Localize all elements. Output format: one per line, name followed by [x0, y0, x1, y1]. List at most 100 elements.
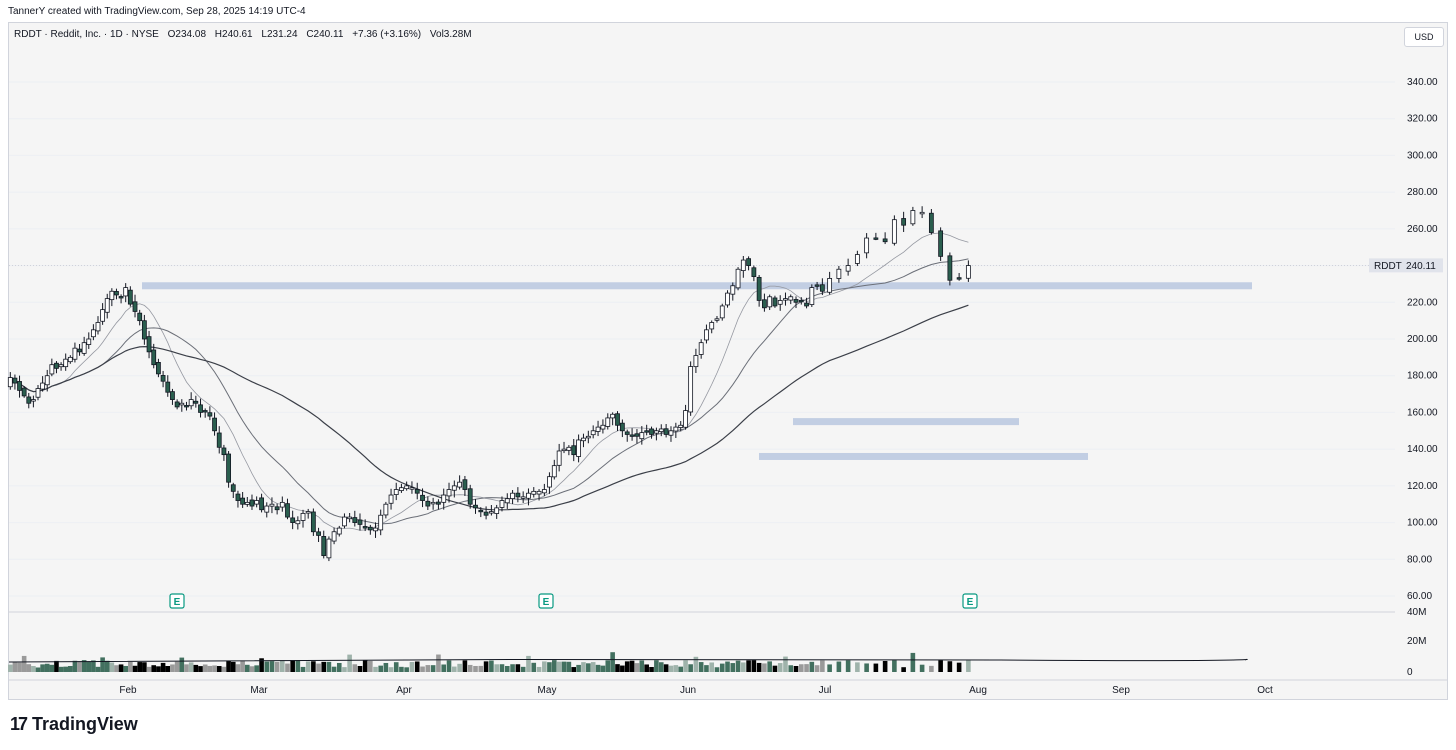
- candle-body: [827, 278, 833, 293]
- volume-bar: [882, 660, 888, 672]
- chart-area[interactable]: [8, 22, 1448, 700]
- candle-body: [735, 268, 741, 289]
- volume-bar: [654, 660, 659, 672]
- y-tick-label: 120.00: [1407, 481, 1438, 492]
- candle-body: [86, 338, 92, 345]
- candle-body: [7, 377, 13, 388]
- legend-low: L231.24: [261, 29, 298, 40]
- candle-body: [67, 356, 73, 363]
- candle-body: [274, 506, 280, 511]
- volume-bar: [409, 662, 415, 672]
- volume-bar: [26, 664, 32, 672]
- currency-button[interactable]: USD: [1404, 27, 1444, 47]
- candle-body: [783, 298, 788, 301]
- volume-bar: [483, 661, 489, 672]
- candle-body: [547, 476, 552, 488]
- x-tick-label: Jun: [680, 685, 696, 696]
- candle-body: [347, 516, 353, 520]
- volume-bar: [629, 660, 635, 672]
- volume-bar: [393, 662, 399, 672]
- candle-body: [259, 497, 264, 511]
- candle-body: [615, 413, 620, 426]
- x-tick-label: Feb: [119, 685, 137, 696]
- y-tick-label: 320.00: [1407, 114, 1438, 125]
- candle-body: [409, 487, 415, 490]
- candle-body: [207, 412, 213, 417]
- volume-bar: [269, 661, 275, 672]
- volume-bar: [274, 661, 280, 672]
- candle-body: [295, 520, 301, 525]
- volume-bar: [756, 662, 762, 672]
- x-tick-label: Jul: [819, 685, 832, 696]
- volume-bar: [58, 666, 64, 672]
- volume-bar: [751, 660, 757, 672]
- volume-bar: [326, 661, 332, 672]
- volume-bar: [704, 665, 709, 672]
- volume-bar: [404, 667, 409, 672]
- volume-bar: [494, 664, 499, 672]
- candle-body: [212, 417, 217, 432]
- volume-bar: [845, 660, 851, 672]
- candle-body: [393, 489, 399, 495]
- candle-body: [725, 292, 730, 306]
- earnings-icon: [169, 593, 185, 609]
- candle-body: [40, 382, 46, 390]
- candle-body: [58, 364, 64, 368]
- candle-body: [174, 401, 180, 408]
- volume-bar: [793, 666, 799, 672]
- candle-body: [141, 320, 147, 340]
- volume-bar: [556, 661, 562, 672]
- volume-bar: [221, 666, 227, 672]
- volume-bar: [624, 661, 630, 672]
- candle-body: [300, 512, 306, 521]
- candle-body: [938, 230, 944, 257]
- volume-bar: [216, 666, 222, 672]
- volume-bar: [100, 657, 105, 672]
- candle-body: [510, 492, 515, 500]
- volume-bar: [688, 664, 693, 672]
- volume-bar: [72, 660, 78, 672]
- volume-bar: [600, 665, 606, 672]
- volume-bar: [576, 664, 581, 672]
- candle-body: [658, 428, 664, 433]
- candle-body: [947, 255, 953, 281]
- tradingview-logo[interactable]: 17 TradingView: [10, 714, 138, 735]
- candle-body: [269, 503, 275, 507]
- volume-bar: [467, 664, 473, 672]
- candle-body: [836, 268, 842, 279]
- candle-body: [590, 430, 596, 436]
- volume-bar: [605, 660, 611, 672]
- candle-body: [404, 485, 410, 490]
- candle-body: [719, 305, 725, 319]
- candle-body: [388, 494, 394, 504]
- candle-body: [683, 410, 688, 428]
- volume-bar: [399, 666, 404, 672]
- volume-bar: [586, 663, 591, 672]
- candle-body: [137, 312, 143, 322]
- volume-bar: [174, 661, 180, 672]
- volume-bar: [362, 660, 368, 672]
- candle-body: [378, 514, 384, 531]
- x-tick-label: Apr: [396, 685, 412, 696]
- volume-bar: [378, 665, 383, 672]
- legend-open: O234.08: [167, 29, 207, 40]
- candle-body: [653, 430, 659, 434]
- volume-bar: [547, 662, 552, 672]
- volume-bar: [132, 665, 138, 672]
- volume-bar: [644, 664, 649, 672]
- volume-bar: [230, 661, 236, 672]
- candle-body: [566, 446, 572, 451]
- candle-body: [132, 301, 138, 312]
- volume-bar: [827, 664, 832, 672]
- volume-bar: [581, 662, 586, 672]
- candle-body: [352, 517, 358, 523]
- volume-bar: [35, 667, 41, 672]
- volume-bar: [772, 665, 778, 672]
- volume-bar: [561, 661, 567, 672]
- volume-bar: [520, 666, 526, 672]
- earnings-icon: [962, 593, 978, 609]
- candle-body: [198, 404, 203, 413]
- candle-body: [639, 432, 645, 440]
- volume-bar: [683, 660, 688, 672]
- candle-body: [798, 299, 804, 303]
